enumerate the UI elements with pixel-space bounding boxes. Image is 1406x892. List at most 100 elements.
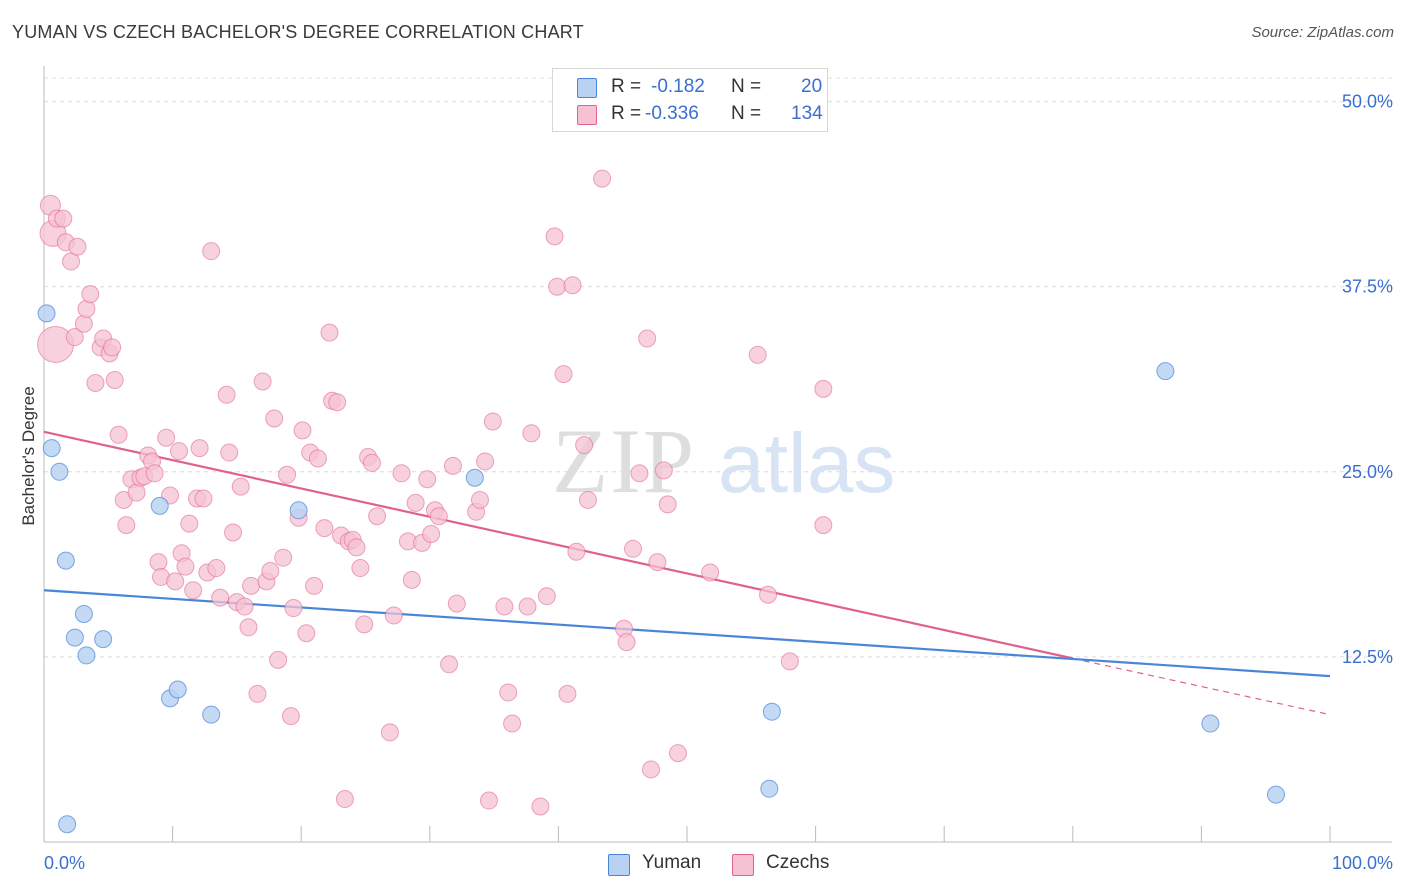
czechs-point	[105, 371, 124, 389]
yuman-legend-label: Yuman	[642, 852, 702, 873]
czechs-point	[578, 490, 597, 509]
yuman-point	[1156, 362, 1175, 381]
czechs-point	[422, 525, 441, 543]
czechs-point	[593, 169, 612, 188]
yuman-points	[37, 304, 1285, 834]
czechs-point	[68, 237, 87, 256]
x-tick-label: 0.0%	[44, 853, 85, 873]
czechs-point	[748, 345, 767, 364]
czechs-point	[81, 285, 100, 304]
czechs-point	[145, 464, 164, 483]
czechs-point	[217, 385, 236, 404]
czechs-point	[54, 209, 73, 228]
czechs-point	[623, 539, 642, 558]
czechs-points	[37, 169, 833, 816]
czechs-point	[654, 461, 673, 480]
czechs-point	[261, 562, 280, 581]
y-tick-label: 12.5%	[1342, 647, 1393, 667]
czechs-point	[368, 507, 387, 526]
czechs-point	[402, 570, 421, 589]
legend-n-value: 20	[801, 76, 823, 97]
czechs-point	[211, 588, 230, 607]
yuman-point	[56, 551, 75, 570]
czechs-point	[315, 519, 334, 538]
czechs-point	[117, 516, 136, 535]
yuman-swatch	[577, 78, 597, 98]
czechs-point	[202, 242, 221, 261]
y-tick-label: 37.5%	[1342, 277, 1393, 297]
czechs-point	[545, 227, 564, 246]
czechs-point	[265, 409, 284, 428]
y-tick-label: 50.0%	[1342, 92, 1393, 112]
czechs-point	[269, 650, 288, 669]
yuman-point	[1266, 785, 1285, 804]
czechs-point	[305, 576, 324, 595]
czechs-point	[558, 684, 577, 703]
yuman-point	[1201, 714, 1220, 733]
czechs-point	[780, 652, 799, 671]
yuman-trend-line	[43, 589, 1331, 678]
czechs-point	[814, 379, 833, 398]
legend-n-value: 134	[791, 103, 823, 124]
czechs-point	[548, 277, 567, 296]
czechs-point	[443, 456, 462, 475]
czechs-point	[392, 464, 411, 483]
source-label: Source: ZipAtlas.com	[1251, 24, 1394, 41]
czechs-point	[86, 373, 105, 392]
czechs-point	[668, 744, 687, 763]
czechs-point	[284, 599, 303, 618]
yuman-point	[77, 646, 96, 665]
czechs-point	[362, 453, 381, 472]
watermark: ZIP atlas	[552, 410, 895, 512]
yuman-point	[94, 630, 113, 649]
czechs-point	[297, 624, 316, 643]
yuman-point	[150, 496, 169, 515]
czechs-point	[476, 452, 495, 471]
czechs-point	[253, 372, 272, 391]
czechs-point	[308, 449, 327, 468]
czechs-point	[429, 507, 448, 526]
czechs-point	[207, 559, 226, 578]
czechs-point	[470, 490, 489, 509]
czechs-point	[65, 328, 84, 347]
yuman-point	[465, 468, 484, 487]
czechs-point	[648, 553, 667, 572]
czechs-point	[495, 597, 514, 616]
czechs-point	[127, 483, 146, 502]
legend-r-label: R =	[611, 76, 642, 97]
czechs-legend-swatch	[732, 854, 754, 876]
czechs-point	[440, 655, 459, 674]
czechs-point	[380, 723, 399, 742]
yuman-point	[289, 501, 308, 520]
czechs-point	[231, 477, 250, 496]
czechs-point	[384, 606, 403, 625]
yuman-point	[37, 304, 56, 323]
czechs-point	[184, 581, 203, 600]
czechs-point	[483, 412, 502, 431]
y-axis-title: Bachelor's Degree	[19, 386, 38, 525]
czechs-point	[103, 338, 122, 357]
legend-r-value: -0.336	[645, 103, 699, 124]
czechs-point	[537, 587, 556, 606]
czechs-point	[658, 495, 677, 514]
axes	[43, 66, 1392, 843]
czechs-point	[320, 323, 339, 342]
czechs-point	[617, 633, 636, 652]
czechs-point	[239, 618, 258, 637]
czechs-point	[347, 538, 366, 557]
czechs-point	[149, 553, 168, 572]
czechs-point	[567, 542, 586, 561]
czechs-point	[406, 493, 425, 512]
yuman-point	[168, 680, 187, 699]
czechs-point	[563, 276, 582, 295]
watermark-zip: ZIP	[552, 410, 696, 512]
czechs-point	[499, 683, 518, 702]
czechs-point	[176, 557, 195, 576]
czechs-point	[242, 576, 261, 595]
czechs-point	[447, 594, 466, 613]
yuman-point	[74, 604, 93, 623]
czechs-point	[274, 548, 293, 567]
czechs-point	[641, 760, 660, 779]
czechs-legend-label: Czechs	[766, 852, 830, 873]
czechs-point	[701, 563, 720, 582]
